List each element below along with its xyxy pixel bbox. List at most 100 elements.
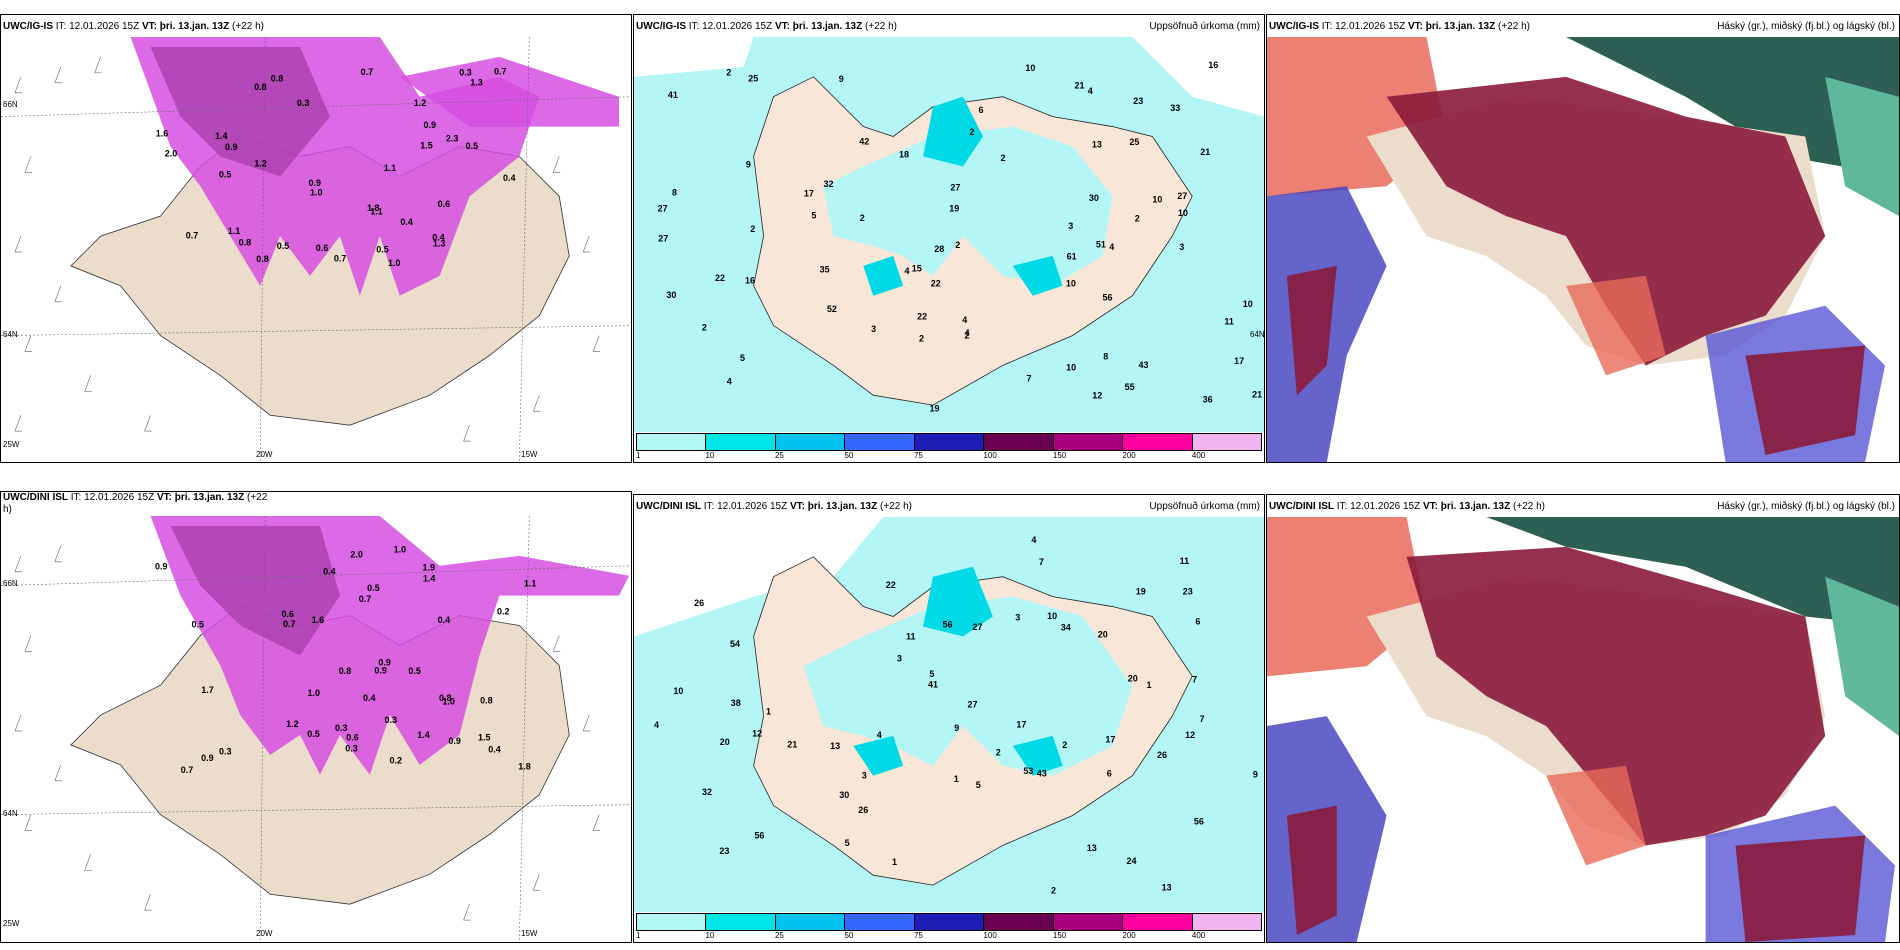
map-value-label: 42 (859, 136, 869, 146)
map-value-label: 0.9 (374, 665, 387, 675)
map-value-label: 23 (1183, 586, 1193, 596)
colorbar-swatch (984, 434, 1054, 450)
map-value-label: 4 (877, 730, 882, 740)
panel-header: UWC/DINI ISL IT: 12.01.2026 15Z VT: þri.… (636, 501, 912, 512)
map-value-label: 21 (787, 740, 797, 750)
map-value-label: 54 (730, 639, 740, 649)
wind-map (1, 37, 631, 462)
map-value-label: 11 (1180, 556, 1190, 566)
cloud-panel-dini: UWC/DINI ISL IT: 12.01.2026 15Z VT: þri.… (1266, 494, 1900, 943)
colorbar-swatch (984, 914, 1054, 930)
map-value-label: 4 (1109, 242, 1114, 252)
map-value-label: 0.8 (254, 82, 267, 92)
colorbar-label: 200 (1122, 931, 1136, 940)
map-value-label: 0.8 (271, 74, 284, 84)
map-value-label: 0.7 (186, 231, 199, 241)
map-value-label: 10 (1025, 63, 1035, 73)
colorbar-swatch (706, 434, 776, 450)
map-value-label: 0.5 (367, 583, 380, 593)
colorbar-label: 200 (1122, 451, 1136, 460)
colorbar-swatch (775, 914, 846, 930)
colorbar-label: 1 (636, 931, 641, 940)
map-value-label: 1 (892, 857, 897, 867)
map-value-label: 0.7 (359, 594, 372, 604)
map-value-label: 1.4 (423, 574, 436, 584)
map-value-label: 3 (871, 324, 876, 334)
map-value-label: 56 (1194, 817, 1204, 827)
map-value-label: 1.0 (442, 697, 455, 707)
map-value-label: 11 (1224, 317, 1234, 327)
colorbar-swatch (845, 434, 915, 450)
map-value-label: 0.7 (181, 765, 194, 775)
map-value-label: 4 (727, 377, 732, 387)
map-value-label: 6 (1107, 769, 1112, 779)
map-value-label: 24 (1127, 856, 1137, 866)
map-value-label: 1.6 (312, 615, 325, 625)
lat-label: 64N (3, 330, 18, 339)
colorbar-label: 100 (983, 931, 997, 940)
map-value-label: 4 (1088, 86, 1093, 96)
map-value-label: 26 (694, 598, 704, 608)
map-value-label: 1.0 (394, 545, 407, 555)
map-value-label: 27 (658, 203, 668, 213)
colorbar (636, 913, 1262, 931)
map-value-label: 26 (1157, 750, 1167, 760)
colorbar-label: 150 (1052, 931, 1067, 940)
precip-core (823, 126, 1113, 286)
colorbar-label: 50 (844, 451, 854, 460)
colorbar-label: 25 (774, 451, 784, 460)
map-value-label: 0.4 (503, 173, 516, 183)
map-value-label: 0.4 (432, 232, 445, 242)
map-value-label: 55 (1125, 382, 1135, 392)
precip-panel-igis: UWC/IG-IS IT: 12.01.2026 15Z VT: þri. 13… (633, 14, 1265, 463)
map-value-label: 2 (955, 240, 960, 250)
map-value-label: 4 (1031, 535, 1036, 545)
map-value-label: 56 (943, 619, 953, 629)
colorbar-label: 1 (636, 451, 641, 460)
map-value-label: 0.6 (316, 243, 329, 253)
map-value-label: 4 (905, 266, 910, 276)
colorbar-swatch (706, 914, 776, 930)
colorbar (636, 433, 1262, 451)
map-value-label: 1 (1147, 680, 1152, 690)
map-value-label: 12 (752, 729, 762, 739)
map-value-label: 1.1 (370, 207, 383, 217)
map-value-label: 0.5 (277, 241, 290, 251)
map-value-label: 2 (726, 68, 731, 78)
wind-panel-igis: UWC/IG-IS IT: 12.01.2026 15Z VT: þri. 13… (0, 14, 632, 463)
lon-label: 15W (521, 450, 538, 459)
map-value-label: 0.8 (480, 695, 493, 705)
map-value-label: 1.6 (156, 128, 169, 138)
panel-title-right: Uppsöfnuð úrkoma (mm) (1149, 501, 1260, 512)
map-value-label: 1.0 (310, 188, 323, 198)
map-value-label: 3 (1179, 242, 1184, 252)
colorbar-label: 50 (844, 931, 854, 940)
map-value-label: 2 (750, 224, 755, 234)
colorbar-label: 75 (913, 931, 923, 940)
map-value-label: 0.9 (225, 142, 238, 152)
map-value-label: 25 (748, 74, 758, 84)
map-value-label: 13 (1087, 843, 1097, 853)
graticule (1, 516, 631, 942)
map-value-label: 19 (1136, 587, 1146, 597)
map-value-label: 0.2 (390, 756, 403, 766)
map-value-label: 2 (1001, 153, 1006, 163)
map-value-label: 27 (1177, 191, 1187, 201)
map-value-label: 13 (1162, 882, 1172, 892)
map-value-label: 0.3 (335, 723, 348, 733)
map-value-label: 2 (702, 323, 707, 333)
map-value-label: 0.5 (219, 169, 232, 179)
map-value-label: 41 (928, 679, 938, 689)
map-value-label: 9 (954, 723, 959, 733)
map-value-label: 17 (1105, 735, 1115, 745)
map-value-label: 0.6 (346, 732, 359, 742)
map-value-label: 1.7 (201, 685, 214, 695)
colorbar-swatch (914, 434, 985, 450)
map-value-label: 27 (968, 700, 978, 710)
colorbar-label: 400 (1191, 451, 1206, 460)
precip-map (634, 517, 1264, 912)
map-value-label: 0.3 (297, 98, 310, 108)
map-value-label: 0.5 (192, 620, 205, 630)
map-value-label: 0.9 (201, 753, 214, 763)
map-value-label: 9 (1253, 770, 1258, 780)
